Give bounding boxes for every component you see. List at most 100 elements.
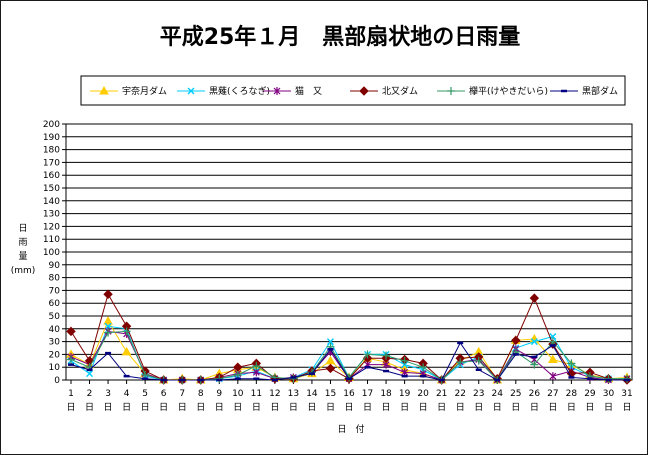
- x-tick-suffix: 日: [530, 402, 539, 413]
- x-tick-label: 27: [547, 389, 558, 399]
- marker-shape: [363, 350, 372, 359]
- data-point: [623, 374, 631, 383]
- x-tick-label: 7: [179, 389, 185, 399]
- marker-shape: [104, 328, 113, 337]
- marker-shape: [289, 374, 298, 383]
- x-tick-label: 10: [232, 389, 244, 399]
- y-axis-label-part: 量: [18, 251, 27, 262]
- x-tick-label: 26: [529, 389, 541, 399]
- y-axis-label-part: 雨: [18, 237, 27, 248]
- marker-shape: [419, 363, 428, 372]
- data-point: [419, 363, 428, 372]
- marker-shape: [103, 316, 113, 325]
- legend-swatch-marker: [359, 86, 369, 96]
- x-tick-label: 12: [269, 389, 280, 399]
- x-tick-suffix: 日: [85, 402, 94, 413]
- x-tick-label: 3: [105, 389, 111, 399]
- data-point: [103, 289, 113, 299]
- marker-shape: [103, 289, 113, 299]
- data-point: [104, 322, 112, 330]
- x-tick-label: 31: [621, 389, 632, 399]
- marker-shape: [359, 86, 369, 96]
- legend-label: 黒薙(くろなぎ): [209, 85, 270, 97]
- x-tick-suffix: 日: [270, 402, 279, 413]
- marker-shape: [326, 338, 334, 346]
- data-point: [121, 346, 132, 356]
- x-tick-suffix: 日: [252, 402, 261, 413]
- marker-shape: [99, 85, 109, 95]
- marker-shape: [382, 351, 391, 360]
- data-point: [530, 338, 538, 346]
- y-tick-label: 160: [43, 171, 60, 181]
- x-tick-label: 23: [473, 389, 484, 399]
- data-point: [307, 368, 316, 377]
- data-point: [549, 372, 557, 381]
- marker-shape: [623, 374, 631, 383]
- y-tick-label: 110: [43, 235, 60, 245]
- y-axis-label-part: (mm): [11, 266, 36, 276]
- marker-shape: [215, 374, 224, 383]
- x-tick-label: 18: [380, 389, 392, 399]
- x-tick-suffix: 日: [585, 402, 594, 413]
- chart-title: 平成25年１月 黒部扇状地の日雨量: [160, 24, 521, 50]
- marker-shape: [530, 338, 538, 346]
- marker-shape: [66, 326, 76, 337]
- series-layer: [66, 289, 632, 385]
- legend-item: 黒薙(くろなぎ): [177, 85, 270, 97]
- marker-shape: [400, 356, 409, 365]
- x-tick-suffix: 日: [66, 402, 75, 413]
- data-point: [103, 316, 113, 325]
- legend-item: 猫 又: [263, 85, 322, 97]
- y-tick-label: 70: [49, 286, 61, 296]
- x-tick-suffix: 日: [548, 402, 557, 413]
- x-tick-label: 5: [142, 389, 148, 399]
- x-tick-suffix: 日: [437, 402, 446, 413]
- y-tick-label: 10: [49, 363, 61, 373]
- x-tick-label: 16: [343, 389, 355, 399]
- y-tick-label: 80: [49, 274, 61, 284]
- y-tick-label: 130: [43, 210, 60, 220]
- data-point: [400, 356, 409, 365]
- legend-swatch-marker: [187, 87, 195, 95]
- data-point: [86, 370, 94, 378]
- data-point: [382, 351, 391, 360]
- marker-shape: [104, 322, 112, 330]
- data-point: [604, 374, 613, 383]
- y-tick-label: 200: [43, 120, 60, 130]
- legend-swatch-marker: [99, 85, 109, 95]
- x-tick-label: 21: [436, 389, 447, 399]
- x-tick-suffix: 日: [307, 402, 316, 413]
- y-tick-label: 0: [54, 376, 60, 386]
- x-tick-suffix: 日: [511, 402, 520, 413]
- marker-shape: [529, 293, 540, 303]
- marker-shape: [252, 361, 261, 370]
- x-tick-suffix: 日: [567, 402, 576, 413]
- x-tick-label: 15: [325, 389, 336, 399]
- data-point: [548, 354, 558, 364]
- y-tick-label: 30: [49, 338, 61, 348]
- data-point: [474, 356, 483, 365]
- x-tick-suffix: 日: [363, 402, 372, 413]
- legend-label: 黒部ダム: [582, 85, 618, 97]
- x-tick-label: 11: [251, 389, 262, 399]
- legend-item: 宇奈月ダム: [90, 85, 167, 97]
- legend-swatch-marker: [447, 87, 455, 95]
- x-tick-label: 4: [124, 389, 130, 399]
- marker-shape: [474, 356, 483, 365]
- y-tick-label: 100: [43, 248, 60, 258]
- legend-item: 欅平(けやきだいら): [437, 86, 548, 97]
- x-tick-label: 17: [362, 389, 373, 399]
- x-tick-label: 13: [288, 389, 299, 399]
- x-tick-label: 24: [492, 389, 504, 399]
- y-tick-label: 40: [49, 325, 61, 335]
- marker-shape: [456, 358, 465, 367]
- x-tick-suffix: 日: [382, 402, 391, 413]
- marker-shape: [530, 360, 539, 369]
- y-tick-label: 20: [49, 350, 61, 360]
- legend-item: 北又ダム: [350, 85, 418, 97]
- marker-shape: [604, 374, 613, 383]
- marker-shape: [67, 355, 75, 364]
- x-tick-suffix: 日: [233, 402, 242, 413]
- data-point: [66, 326, 76, 337]
